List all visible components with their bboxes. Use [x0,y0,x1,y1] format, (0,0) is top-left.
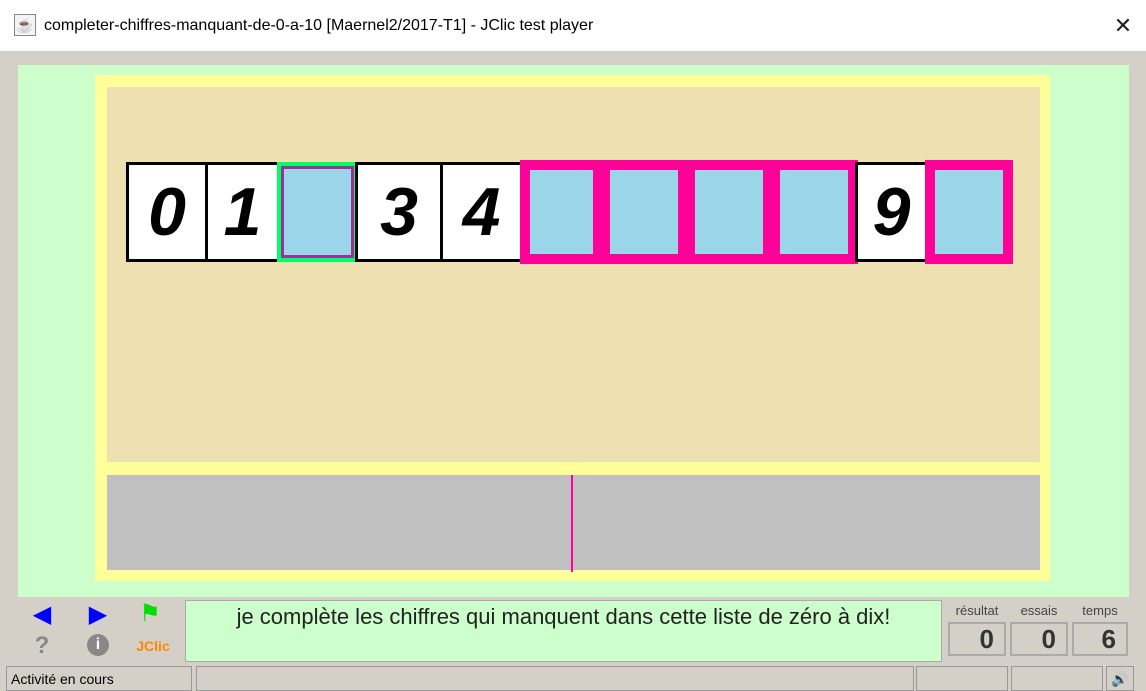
status-panel [196,666,914,691]
number-cell[interactable]: 3 [355,162,443,262]
number-cell[interactable]: 1 [205,162,280,262]
restart-flag-icon[interactable]: ⚑ [139,600,161,627]
result-counter: 0 [948,622,1006,656]
number-cell[interactable]: 0 [126,162,208,262]
close-button[interactable]: ✕ [1113,13,1133,38]
number-cell[interactable] [770,160,858,264]
answer-divider [571,475,573,572]
tries-label: essais [1020,603,1058,618]
status-panel [1011,666,1103,691]
title-bar: ☕ completer-chiffres-manquant-de-0-a-10 … [0,0,1146,52]
java-app-icon: ☕ [14,14,36,36]
info-icon[interactable]: i [87,634,109,656]
tries-counter: 0 [1010,622,1068,656]
number-cell[interactable] [925,160,1013,264]
status-panel [916,666,1008,691]
number-cell[interactable]: 9 [855,162,928,262]
instruction-message: je complète les chiffres qui manquent da… [185,600,942,662]
previous-arrow-icon[interactable]: ◀ [32,601,52,628]
next-arrow-icon[interactable]: ▶ [88,601,108,628]
number-cell[interactable] [600,160,688,264]
help-icon[interactable]: ? [34,632,50,659]
window-title: completer-chiffres-manquant-de-0-a-10 [M… [44,17,594,34]
result-label: résultat [955,603,999,618]
sound-icon[interactable]: 🔊 [1106,666,1134,691]
jclic-logo[interactable]: JClic [136,638,170,654]
play-area [107,87,1040,462]
answer-area[interactable] [107,475,1040,570]
number-cell[interactable]: 4 [440,162,523,262]
time-label: temps [1082,603,1118,618]
time-counter: 6 [1072,622,1128,656]
number-cell[interactable] [520,160,603,264]
number-cell[interactable] [685,160,773,264]
status-text: Activité en cours [6,666,192,691]
number-cell[interactable] [277,162,358,262]
